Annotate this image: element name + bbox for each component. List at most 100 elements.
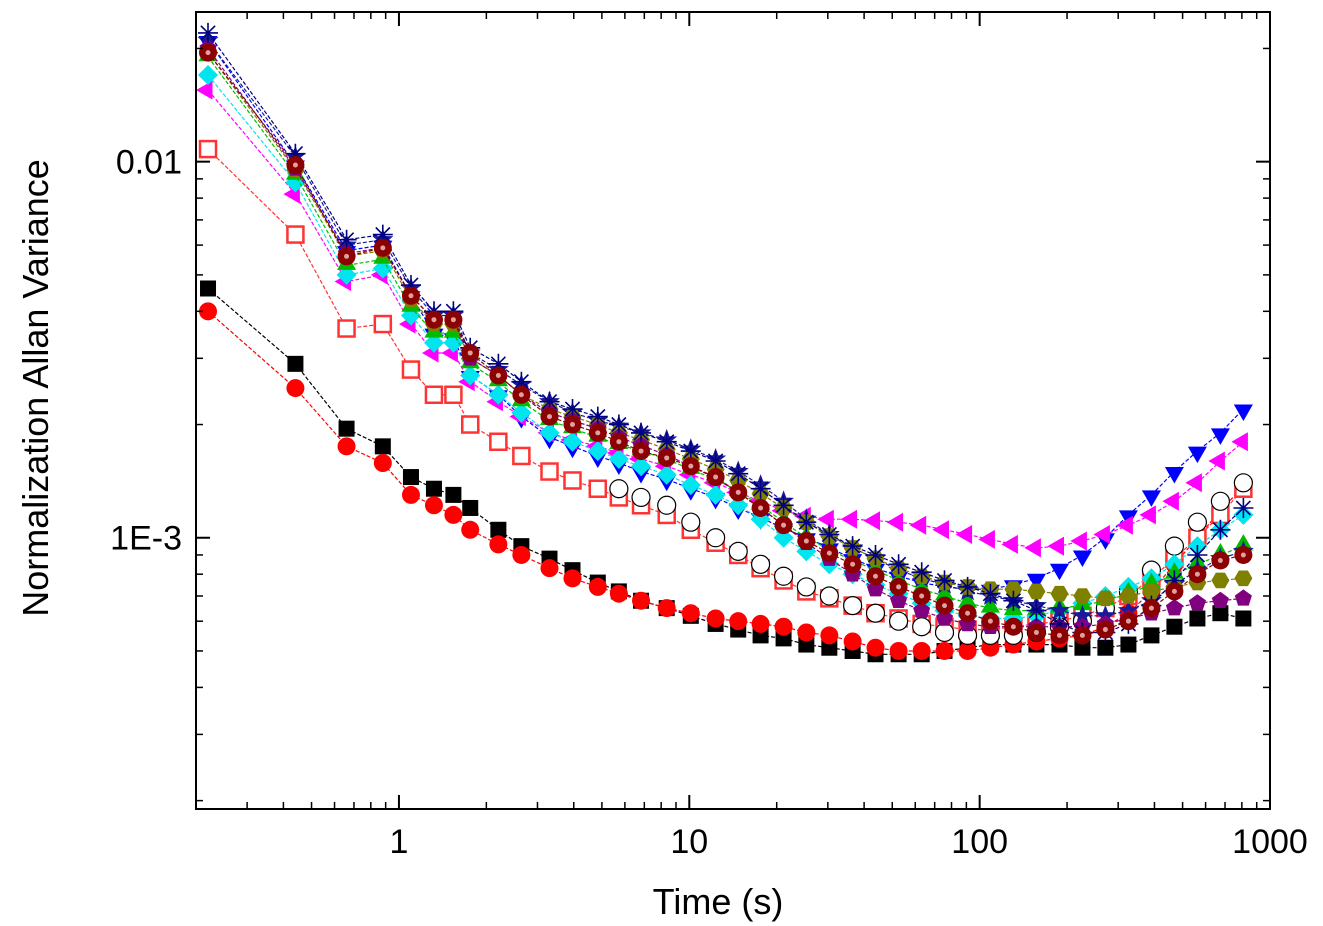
series-12-point-32-dot <box>1056 632 1062 638</box>
series-0-point-2 <box>338 420 355 437</box>
series-9-point-35 <box>1119 588 1138 604</box>
series-0-point-22 <box>821 639 838 656</box>
series-6-point-20 <box>773 527 794 548</box>
series-12-point-8-dot <box>495 373 501 379</box>
series-11-point-15 <box>656 431 677 452</box>
series-12-point-18-dot <box>735 489 741 495</box>
series-3-point-25 <box>888 611 909 631</box>
series-12-point-25-dot <box>896 584 902 590</box>
series-4-point-31 <box>1026 573 1046 591</box>
series-5-line <box>207 89 1244 549</box>
series-2-point-5 <box>424 385 444 405</box>
series-3-point-24 <box>865 603 886 623</box>
series-10-point-40 <box>1234 589 1252 606</box>
series-0-point-37 <box>1166 618 1183 635</box>
series-2-point-10 <box>540 462 559 481</box>
series-12-point-30-dot <box>1010 624 1016 630</box>
series-12-point-13-dot <box>616 439 622 445</box>
series-12-point-19-dot <box>758 505 764 511</box>
series-5-point-29 <box>978 529 995 549</box>
series-11-point-31 <box>1026 600 1047 621</box>
series-5-point-38 <box>1185 473 1202 493</box>
series-12-point-27-dot <box>942 603 948 609</box>
series-5-point-35 <box>1116 515 1133 535</box>
series-3-point-19 <box>750 554 771 574</box>
series-0-point-21 <box>798 636 815 653</box>
series-3-point-26 <box>912 617 932 637</box>
ticks-layer: 1 10 100 1000 1E-3 0.01 <box>110 12 1308 861</box>
series-8-line <box>207 40 1244 617</box>
series-9-point-40 <box>1234 570 1253 587</box>
series-12-point-14-dot <box>638 448 644 454</box>
series-9-point-32 <box>1050 585 1069 602</box>
series-3-point-17 <box>706 528 726 548</box>
series-12-point-5-dot <box>431 317 437 323</box>
series-2-point-7 <box>460 415 480 434</box>
series-0-point-34 <box>1097 639 1114 656</box>
series-11-point-13 <box>608 414 629 435</box>
series-5-point-24 <box>863 511 880 531</box>
series-11-point-10 <box>539 391 560 412</box>
series-1-point-13 <box>609 584 628 603</box>
series-2-point-0 <box>198 139 218 159</box>
series-2-point-9 <box>512 446 531 466</box>
series-11-point-26 <box>911 562 932 583</box>
series-layer <box>196 22 1254 663</box>
series-0-point-33 <box>1074 639 1091 656</box>
series-5-point-32 <box>1047 536 1064 556</box>
series-9-point-36 <box>1142 583 1161 600</box>
series-8-point-34 <box>1094 604 1116 625</box>
series-1-point-28 <box>958 641 977 660</box>
series-10-point-27 <box>936 609 954 626</box>
series-2-line <box>207 148 1244 631</box>
series-12-point-12-dot <box>595 430 601 436</box>
series-1-point-0 <box>199 302 218 321</box>
series-0-point-40 <box>1235 610 1252 627</box>
series-6-point-6 <box>443 332 464 353</box>
series-4-point-37 <box>1164 467 1184 484</box>
series-5-point-23 <box>840 509 858 529</box>
series-0-point-38 <box>1189 610 1206 627</box>
series-11 <box>198 22 1254 643</box>
series-1-point-3 <box>373 454 392 473</box>
series-9-point-31 <box>1027 583 1046 600</box>
series-12-point-9-dot <box>518 392 524 398</box>
series-12-point-23-dot <box>850 561 856 567</box>
series-1-point-12 <box>588 577 607 596</box>
series-1-point-21 <box>797 623 816 642</box>
series-5-point-40 <box>1231 432 1248 452</box>
series-7-point-27 <box>935 584 954 601</box>
series-12-point-4-dot <box>408 293 414 299</box>
series-1-point-8 <box>489 535 508 554</box>
series-1-point-23 <box>843 632 862 651</box>
series-12-point-2-dot <box>344 253 350 259</box>
series-2-point-11 <box>563 471 582 490</box>
series-12-point-40-dot <box>1240 552 1246 558</box>
series-0-point-4 <box>402 469 419 486</box>
series-12-point-17-dot <box>713 474 719 480</box>
series-10-point-25 <box>890 591 908 608</box>
plot-frame <box>195 11 1271 810</box>
series-12-point-1-dot <box>292 162 298 168</box>
series-11-point-29 <box>980 583 1001 604</box>
series-3-point-15 <box>657 495 677 515</box>
series-11-line <box>207 32 1244 634</box>
x-tick-label-2: 100 <box>951 823 1008 861</box>
series-12-point-26-dot <box>919 593 925 599</box>
series-1-point-27 <box>935 641 954 660</box>
series-12-point-34-dot <box>1102 627 1108 633</box>
series-12-point-36-dot <box>1148 605 1154 611</box>
series-11-point-21 <box>796 512 817 533</box>
series-1-point-19 <box>751 614 770 633</box>
series-11-point-18 <box>728 463 749 484</box>
series-11-point-4 <box>401 275 421 295</box>
series-0-point-1 <box>287 355 304 372</box>
series-11-point-28 <box>957 576 978 597</box>
series-3-point-23 <box>843 596 863 616</box>
y-tick-label-0: 1E-3 <box>110 520 182 558</box>
series-3-point-27 <box>934 622 955 643</box>
series-0-point-35 <box>1120 636 1137 653</box>
series-12-point-7-dot <box>467 350 473 356</box>
series-2-point-12 <box>588 479 608 498</box>
